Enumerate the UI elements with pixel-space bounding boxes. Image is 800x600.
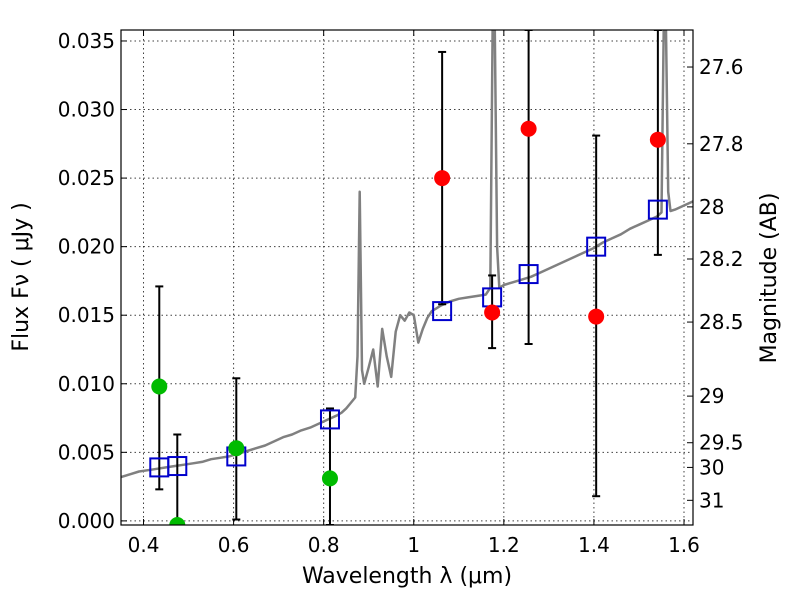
synthetic-photometry-square <box>319 409 340 430</box>
y2-tick-label: 29 <box>699 384 724 408</box>
optical-measurement-point <box>169 517 186 525</box>
near-ir-measurement-point <box>484 304 501 321</box>
y2-tick-label: 28.5 <box>699 310 744 334</box>
synthetic-photometry-square <box>586 236 607 257</box>
x-tick-label: 1.4 <box>578 533 610 557</box>
y-tick-label: 0.035 <box>58 29 115 53</box>
y2-tick-label: 28 <box>699 195 724 219</box>
y2-tick-label: 30 <box>699 455 724 479</box>
y-tick-label: 0.020 <box>58 235 115 259</box>
x-tick-label: 0.8 <box>308 533 340 557</box>
y2-tick-label: 29.5 <box>699 431 744 455</box>
y2-tick-label: 27.8 <box>699 132 744 156</box>
axes: 0.4 0.6 0.8 1 1.2 1.4 1.6 0.000 0.005 0.010 0.015 0… <box>58 29 744 557</box>
x-tick-label: 1 <box>407 533 420 557</box>
y2-tick-label: 27.6 <box>699 55 744 79</box>
plot-area <box>121 30 693 525</box>
synthetic-photometry-square <box>647 199 668 220</box>
optical-measurement-point <box>228 440 245 457</box>
y2-tick-label: 28.2 <box>699 247 744 271</box>
x-tick-label: 0.4 <box>128 533 160 557</box>
y-tick-label: 0.000 <box>58 509 115 533</box>
y-axis-title: Flux Fν ( μJy ) <box>9 202 34 351</box>
x-tick-label: 1.2 <box>488 533 520 557</box>
near-ir-measurement-point <box>434 170 451 187</box>
model-sed-line <box>121 30 693 479</box>
y-tick-label: 0.015 <box>58 303 115 327</box>
y-tick-label: 0.005 <box>58 440 115 464</box>
x-tick-label: 0.6 <box>218 533 250 557</box>
x-tick-label: 1.6 <box>668 533 700 557</box>
plot-frame <box>120 29 694 526</box>
y-tick-label: 0.025 <box>58 166 115 190</box>
optical-measurement-point <box>151 378 168 395</box>
y-tick-label: 0.030 <box>58 98 115 122</box>
y-tick-label: 0.010 <box>58 372 115 396</box>
near-ir-measurement-point <box>520 120 537 137</box>
synthetic-photometry-square <box>167 456 188 477</box>
grid <box>121 30 693 525</box>
x-axis-title: Wavelength λ (μm) <box>302 564 512 589</box>
synthetic-photometry-square <box>518 264 539 285</box>
optical-measurement-point <box>321 470 338 487</box>
near-ir-measurement-point <box>588 308 605 325</box>
y2-axis-title: Magnitude (AB) <box>757 193 782 364</box>
synthetic-photometry-square <box>432 301 453 322</box>
near-ir-measurement-point <box>649 131 666 148</box>
y2-tick-label: 31 <box>699 488 724 512</box>
